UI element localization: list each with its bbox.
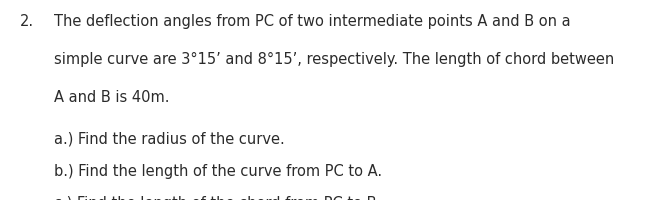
- Text: The deflection angles from PC of two intermediate points A and B on a: The deflection angles from PC of two int…: [54, 14, 571, 29]
- Text: simple curve are 3°15’ and 8°15’, respectively. The length of chord between: simple curve are 3°15’ and 8°15’, respec…: [54, 52, 614, 67]
- Text: A and B is 40m.: A and B is 40m.: [54, 90, 169, 105]
- Text: 2.: 2.: [20, 14, 34, 29]
- Text: b.) Find the length of the curve from PC to A.: b.) Find the length of the curve from PC…: [54, 164, 382, 179]
- Text: c.) Find the length of the chord from PC to B.: c.) Find the length of the chord from PC…: [54, 196, 381, 200]
- Text: a.) Find the radius of the curve.: a.) Find the radius of the curve.: [54, 132, 284, 147]
